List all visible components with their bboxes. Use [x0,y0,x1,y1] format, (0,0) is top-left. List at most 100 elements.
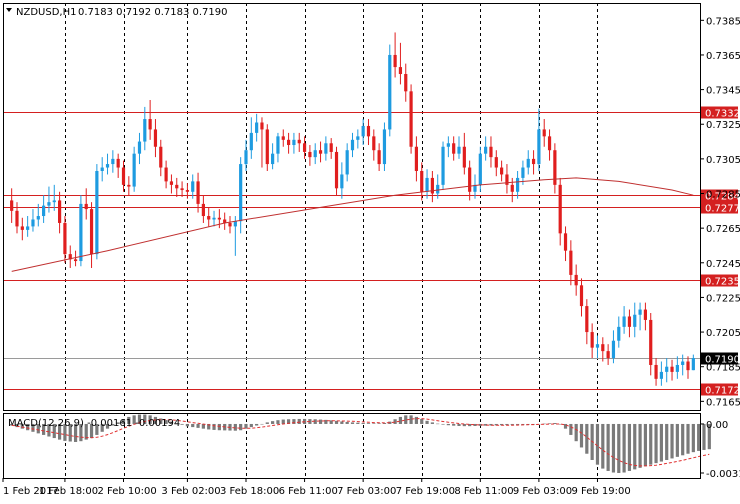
macd-bar [207,423,211,430]
macd-bar [180,423,184,425]
candle-body [26,226,30,230]
candle-body [526,158,530,168]
candle-body [233,221,237,227]
candle-body [244,150,248,165]
macd-bar [324,419,328,424]
candle-body [558,184,562,234]
candle-body [116,158,120,168]
macd-bar [15,423,19,428]
candle-body [579,285,584,307]
macd-bar [286,419,291,424]
macd-bar [414,416,419,424]
y-tick-label: 0.7345 [706,86,740,97]
macd-bar [372,423,376,424]
macd-bar [276,420,280,424]
level-price-label: 0.7277 [705,204,740,215]
macd-bar [265,422,269,424]
candle-body [239,164,243,222]
macd-bar [63,423,67,441]
macd-y-tick-label: -0.00313 [706,469,740,480]
macd-bar [595,423,600,465]
candle-body [547,136,552,151]
moving-average [11,177,694,272]
candle-body [563,233,568,251]
macd-bar [420,418,424,424]
candle-body [356,136,360,140]
macd-bar [547,423,552,424]
macd-bar [627,423,632,471]
candle-body [553,150,557,185]
candle-body [297,139,301,144]
current-price-tag [701,352,738,365]
candle-body [308,151,312,158]
macd-bar [249,423,253,428]
macd-bar [26,423,30,431]
candle-body [420,170,424,192]
candlesticks [10,32,695,386]
macd-bar [681,423,685,456]
x-tick-label: 9 Feb 03:00 [513,486,572,497]
candle-body [249,132,253,151]
candle-body [52,200,56,203]
candle-body [271,153,275,165]
candle-body [228,222,232,227]
macd-bar [84,423,88,440]
candle-body [686,361,690,371]
macd-bar [297,418,301,424]
macd-bar [239,423,243,431]
candle-body [276,136,280,154]
macd-bar [505,423,509,426]
candle-body [659,371,663,379]
macd-bar [382,423,387,424]
x-tick-label: 7 Feb 03:00 [337,486,396,497]
macd-bar [574,423,578,442]
macd-bar [398,416,403,424]
candle-body [111,158,115,165]
macd-bar [697,423,701,451]
candle-body [462,146,466,168]
macd-bar [95,423,99,435]
candle-body [164,167,168,182]
macd-bar [105,423,110,429]
candle-body [31,219,35,227]
candle-body [175,184,179,189]
macd-bar [500,423,504,426]
x-tick-label: 2 Feb 10:00 [98,486,157,497]
candle-body [649,319,653,365]
macd-bar [116,422,120,424]
macd-bar [121,419,126,424]
candle-body [132,153,136,187]
macd-bar [233,423,237,431]
x-tick-label: 1 Feb 2017 [3,486,59,497]
macd-bar [159,418,163,424]
macd-bar [318,419,323,424]
candle-body [73,259,78,262]
candle-body [121,167,126,185]
candle-body [622,316,626,327]
macd-bar [52,423,56,439]
macd-panel [10,414,711,473]
level-price-tag [701,201,738,214]
macd-bar [292,419,296,424]
candle-body [15,210,19,227]
macd-bar [361,423,365,424]
candle-body [313,150,317,158]
candle-body [36,216,40,220]
macd-bar [36,423,40,434]
candle-body [515,177,520,192]
macd-bar [271,421,275,424]
candle-body [281,136,285,140]
macd-bar [484,423,488,426]
candle-body [89,209,94,255]
candle-body [318,150,323,154]
candle-body [590,332,594,348]
macd-bar [489,423,493,426]
y-tick-label: 0.7225 [706,293,740,304]
candle-body [505,174,509,185]
macd-bar [111,423,115,426]
y-tick-label: 0.7165 [706,397,740,408]
candle-body [159,146,163,168]
macd-bar [462,423,466,427]
